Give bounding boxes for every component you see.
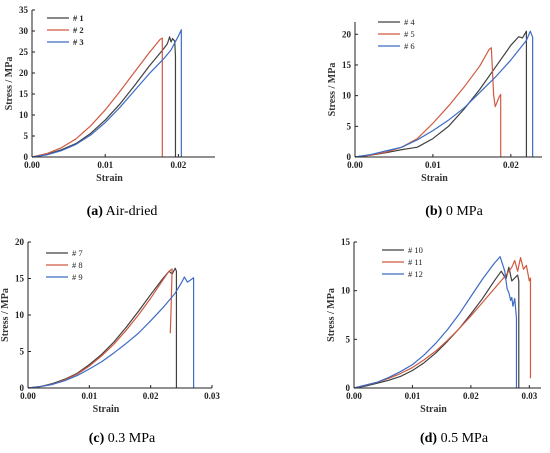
panel-caption: (b) 0 MPa (425, 204, 483, 219)
y-tick-label: 0 (347, 152, 352, 162)
x-tick-label: 0.01 (405, 391, 421, 401)
series-line-8 (27, 268, 173, 389)
legend: # 10 # 11 # 12 (382, 245, 423, 279)
x-tick-label: 0.00 (24, 160, 40, 170)
chart-panel-1: 0 5 10 15 20 25 30 35 0.00 0.01 0.02 Strain Stress /… (4, 5, 215, 219)
panel-caption-text: 0.3 MPa (104, 431, 156, 446)
x-tick-label: 0.01 (97, 160, 113, 170)
y-tick-label: 10 (341, 286, 351, 296)
chart-panel-3: 0 5 10 15 20 0.00 0.01 0.02 0.03 Strain Stress / M… (0, 237, 220, 446)
y-tick-label: 20 (342, 29, 352, 39)
y-tick-label: 20 (19, 68, 29, 78)
y-tick-label: 5 (347, 121, 352, 131)
panel-caption-text: 0.5 MPa (437, 431, 489, 446)
legend-label-10: # 10 (408, 245, 423, 255)
y-tick-label: 10 (342, 91, 352, 101)
x-axis-title: Strain (93, 404, 120, 415)
series-line-10 (353, 266, 520, 389)
legend-label-1: # 1 (73, 13, 84, 23)
series-line-9 (27, 276, 195, 389)
panel-caption-text: Air-dried (103, 204, 158, 219)
panel-caption: (c) 0.3 MPa (89, 431, 156, 446)
y-tick-label: 0 (346, 383, 351, 393)
legend: # 7 # 8 # 9 (46, 248, 83, 282)
x-tick-label: 0.00 (346, 391, 362, 401)
legend-label-2: # 2 (73, 25, 84, 35)
panel-caption-text: 0 MPa (442, 204, 483, 219)
y-tick-label: 15 (15, 274, 25, 284)
x-tick-label: 0.02 (143, 391, 159, 401)
y-axis-title: Stress / MPa (0, 288, 11, 342)
x-tick-label: 0.02 (171, 160, 187, 170)
legend-label-3: # 3 (73, 37, 84, 47)
y-tick-label: 30 (19, 26, 29, 36)
y-tick-label: 25 (19, 47, 29, 57)
legend-label-12: # 12 (408, 269, 423, 279)
x-tick-label: 0.01 (425, 160, 441, 170)
legend-label-5: # 5 (404, 29, 415, 39)
legend-label-11: # 11 (408, 257, 423, 267)
x-tick-label: 0.03 (204, 391, 220, 401)
y-tick-label: 5 (20, 347, 25, 357)
legend: # 1 # 2 # 3 (47, 13, 84, 47)
x-axis-title: Strain (421, 173, 448, 184)
x-tick-label: 0.00 (20, 391, 36, 401)
panel-caption-letter: (d) (420, 431, 437, 446)
legend: # 4 # 5 # 6 (378, 17, 415, 51)
series-line-6 (354, 30, 534, 158)
y-tick-label: 5 (346, 334, 351, 344)
panel-caption-letter: (b) (425, 204, 442, 219)
panel-caption: (a) Air-dried (87, 204, 158, 219)
panel-caption-letter: (a) (87, 204, 104, 219)
series-line-4 (354, 30, 528, 158)
series-line-1 (31, 36, 177, 158)
chart-panel-4: 0 5 10 15 0.00 0.01 0.02 0.03 Strain Stress / MPa… (326, 237, 541, 446)
y-tick-label: 15 (19, 89, 29, 99)
legend-label-4: # 4 (404, 17, 415, 27)
x-tick-label: 0.00 (347, 160, 363, 170)
legend-label-7: # 7 (72, 248, 83, 258)
x-axis-title: Strain (96, 173, 123, 184)
legend-label-9: # 9 (72, 272, 83, 282)
panel-caption-letter: (c) (89, 431, 105, 446)
series-line-2 (31, 37, 163, 158)
series-line-7 (27, 267, 178, 389)
x-tick-label: 0.02 (503, 160, 519, 170)
y-tick-label: 15 (341, 237, 351, 247)
y-tick-label: 10 (19, 110, 29, 120)
panel-caption: (d) 0.5 MPa (420, 431, 489, 446)
y-tick-label: 10 (15, 310, 25, 320)
y-axis-title: Stress / MPa (326, 288, 337, 342)
y-axis-title: Stress / MPa (327, 63, 338, 117)
series-line-5 (354, 47, 502, 158)
x-tick-label: 0.01 (81, 391, 97, 401)
x-axis-title: Strain (420, 404, 447, 415)
y-tick-label: 15 (342, 60, 352, 70)
series-line-12 (353, 256, 518, 389)
y-tick-label: 20 (15, 237, 25, 247)
y-tick-label: 5 (24, 131, 29, 141)
y-tick-label: 0 (20, 383, 25, 393)
legend-label-6: # 6 (404, 41, 415, 51)
chart-panel-2: 0 5 10 15 20 0.00 0.01 0.02 Strain Stress / MPa # … (327, 17, 542, 219)
y-tick-label: 0 (24, 152, 29, 162)
x-tick-label: 0.03 (521, 391, 537, 401)
series-line-3 (31, 29, 182, 158)
y-tick-label: 35 (19, 5, 29, 15)
x-tick-label: 0.02 (463, 391, 479, 401)
series-line-11 (353, 256, 532, 389)
y-axis-title: Stress / MPa (4, 57, 15, 111)
legend-label-8: # 8 (72, 260, 83, 270)
